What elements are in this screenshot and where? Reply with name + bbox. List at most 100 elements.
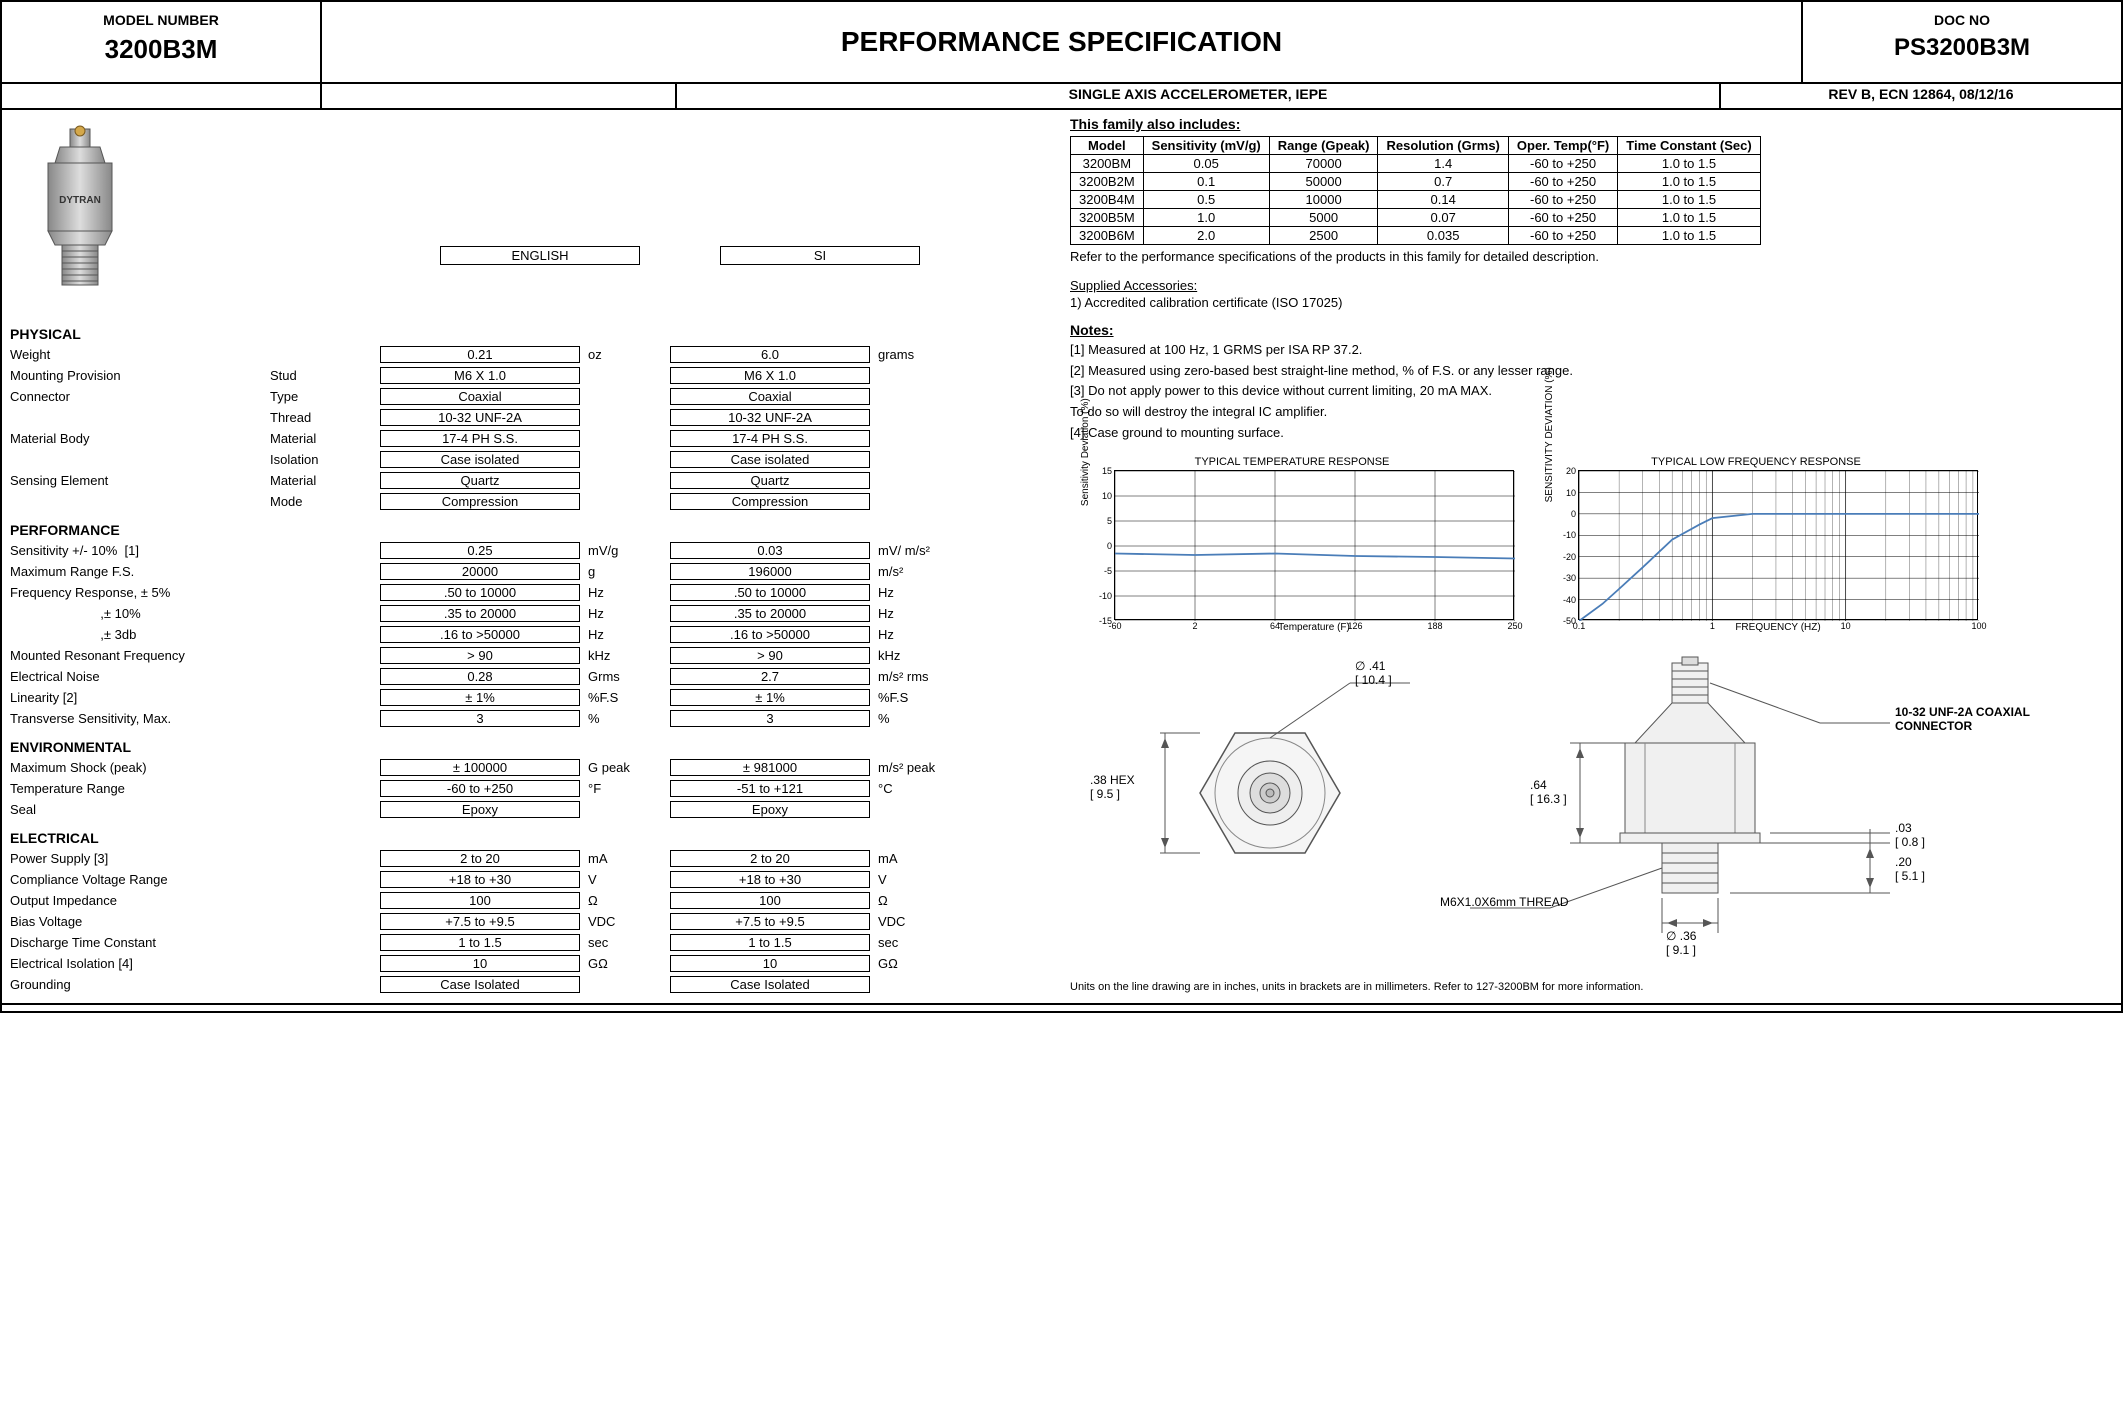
family-cell: -60 to +250 bbox=[1508, 209, 1617, 227]
family-cell: 0.035 bbox=[1378, 227, 1508, 245]
spec-sheet: MODEL NUMBER 3200B3M PERFORMANCE SPECIFI… bbox=[0, 0, 2123, 1013]
param-name: Maximum Range F.S. bbox=[10, 564, 270, 579]
header-model: MODEL NUMBER 3200B3M bbox=[2, 2, 322, 82]
si-value: Epoxy bbox=[670, 801, 870, 818]
param-name: Temperature Range bbox=[10, 781, 270, 796]
header-doc: DOC NO PS3200B3M bbox=[1801, 2, 2121, 82]
family-row: 3200B4M0.5100000.14-60 to +2501.0 to 1.5 bbox=[1071, 191, 1761, 209]
family-cell: 3200BM bbox=[1071, 155, 1144, 173]
svg-text:DYTRAN: DYTRAN bbox=[59, 195, 101, 206]
spec-row: Transverse Sensitivity, Max.3%3% bbox=[10, 708, 1054, 729]
family-cell: 0.7 bbox=[1378, 173, 1508, 191]
english-value: Case Isolated bbox=[380, 976, 580, 993]
english-value: 20000 bbox=[380, 563, 580, 580]
spec-row: Linearity [2]± 1%%F.S± 1%%F.S bbox=[10, 687, 1054, 708]
english-value: 17-4 PH S.S. bbox=[380, 430, 580, 447]
english-value: Epoxy bbox=[380, 801, 580, 818]
si-value: 17-4 PH S.S. bbox=[670, 430, 870, 447]
param-name: Power Supply [3] bbox=[10, 851, 270, 866]
family-cell: 3200B6M bbox=[1071, 227, 1144, 245]
spec-row: ConnectorTypeCoaxialCoaxial bbox=[10, 386, 1054, 407]
family-cell: 10000 bbox=[1269, 191, 1378, 209]
spec-row: ,± 3db.16 to >50000Hz.16 to >50000Hz bbox=[10, 624, 1054, 645]
family-cell: 0.1 bbox=[1143, 173, 1269, 191]
note-3b: To do so will destroy the integral IC am… bbox=[1070, 404, 2113, 421]
family-cell: 70000 bbox=[1269, 155, 1378, 173]
param-name: Mounted Resonant Frequency bbox=[10, 648, 270, 663]
english-unit: V bbox=[580, 872, 660, 887]
si-unit: Hz bbox=[870, 627, 950, 642]
family-table: ModelSensitivity (mV/g)Range (Gpeak)Reso… bbox=[1070, 136, 1761, 245]
spec-row: GroundingCase IsolatedCase Isolated bbox=[10, 974, 1054, 995]
si-unit: %F.S bbox=[870, 690, 950, 705]
si-unit: % bbox=[870, 711, 950, 726]
notes-title: Notes: bbox=[1070, 322, 2113, 338]
english-value: .35 to 20000 bbox=[380, 605, 580, 622]
english-value: 100 bbox=[380, 892, 580, 909]
column-headers: ENGLISH SI bbox=[150, 246, 1054, 265]
spec-row: Mounted Resonant Frequency> 90kHz> 90kHz bbox=[10, 645, 1054, 666]
family-cell: 0.5 bbox=[1143, 191, 1269, 209]
family-cell: 1.0 to 1.5 bbox=[1618, 209, 1760, 227]
english-value: .50 to 10000 bbox=[380, 584, 580, 601]
main-content: DYTRAN ENGLISH bbox=[2, 110, 2121, 1003]
note-3: [3] Do not apply power to this device wi… bbox=[1070, 383, 2113, 400]
stud-diam-dim: ∅ .36 [ 9.1 ] bbox=[1666, 929, 1696, 957]
param-name: Maximum Shock (peak) bbox=[10, 760, 270, 775]
spec-row: Electrical Isolation [4]10GΩ10GΩ bbox=[10, 953, 1054, 974]
si-value: M6 X 1.0 bbox=[670, 367, 870, 384]
header-title: PERFORMANCE SPECIFICATION bbox=[322, 2, 1801, 82]
family-cell: 1.0 bbox=[1143, 209, 1269, 227]
spec-row: Thread10-32 UNF-2A10-32 UNF-2A bbox=[10, 407, 1054, 428]
model-number-value: 3200B3M bbox=[2, 34, 320, 65]
spec-row: ModeCompressionCompression bbox=[10, 491, 1054, 512]
english-unit: VDC bbox=[580, 914, 660, 929]
spec-row: SealEpoxyEpoxy bbox=[10, 799, 1054, 820]
family-cell: 1.4 bbox=[1378, 155, 1508, 173]
param-name: Discharge Time Constant bbox=[10, 935, 270, 950]
english-value: > 90 bbox=[380, 647, 580, 664]
param-name: ,± 10% bbox=[10, 606, 270, 621]
family-row: 3200B2M0.1500000.7-60 to +2501.0 to 1.5 bbox=[1071, 173, 1761, 191]
english-value: 0.28 bbox=[380, 668, 580, 685]
spec-row: Compliance Voltage Range+18 to +30V+18 t… bbox=[10, 869, 1054, 890]
spec-row: Weight0.21oz6.0grams bbox=[10, 344, 1054, 365]
top-view-diagram: .38 HEX [ 9.5 ] ∅ .41 [ 10.4 ] bbox=[1070, 653, 1430, 913]
param-name: Mounting Provision bbox=[10, 368, 270, 383]
si-value: 10 bbox=[670, 955, 870, 972]
performance-title: PERFORMANCE bbox=[10, 522, 1054, 538]
english-value: 0.21 bbox=[380, 346, 580, 363]
physical-title: PHYSICAL bbox=[10, 326, 1054, 342]
spec-row: Material BodyMaterial17-4 PH S.S.17-4 PH… bbox=[10, 428, 1054, 449]
spec-row: Electrical Noise0.28Grms2.7m/s² rms bbox=[10, 666, 1054, 687]
param-name: Material Body bbox=[10, 431, 270, 446]
si-value: > 90 bbox=[670, 647, 870, 664]
english-unit: GΩ bbox=[580, 956, 660, 971]
footer-note: Units on the line drawing are in inches,… bbox=[1070, 981, 2113, 993]
spec-row: Mounting ProvisionStudM6 X 1.0M6 X 1.0 bbox=[10, 365, 1054, 386]
si-unit: VDC bbox=[870, 914, 950, 929]
english-unit: Hz bbox=[580, 627, 660, 642]
param-sub: Material bbox=[270, 431, 380, 446]
family-col: Range (Gpeak) bbox=[1269, 137, 1378, 155]
spec-row: Bias Voltage+7.5 to +9.5VDC+7.5 to +9.5V… bbox=[10, 911, 1054, 932]
english-value: 3 bbox=[380, 710, 580, 727]
spec-row: Frequency Response, ± 5%.50 to 10000Hz.5… bbox=[10, 582, 1054, 603]
si-value: 6.0 bbox=[670, 346, 870, 363]
note-1: [1] Measured at 100 Hz, 1 GRMS per ISA R… bbox=[1070, 342, 2113, 359]
english-unit: Hz bbox=[580, 606, 660, 621]
english-value: 10 bbox=[380, 955, 580, 972]
si-value: 10-32 UNF-2A bbox=[670, 409, 870, 426]
si-value: 1 to 1.5 bbox=[670, 934, 870, 951]
chart1-ylabel: Sensitivity Deviation (%) bbox=[1080, 398, 1091, 506]
si-value: ± 981000 bbox=[670, 759, 870, 776]
family-cell: 2500 bbox=[1269, 227, 1378, 245]
si-unit: kHz bbox=[870, 648, 950, 663]
family-cell: -60 to +250 bbox=[1508, 173, 1617, 191]
si-value: +7.5 to +9.5 bbox=[670, 913, 870, 930]
param-sub: Stud bbox=[270, 368, 380, 383]
si-value: Compression bbox=[670, 493, 870, 510]
family-title: This family also includes: bbox=[1070, 116, 2113, 132]
si-value: 3 bbox=[670, 710, 870, 727]
si-value: Coaxial bbox=[670, 388, 870, 405]
